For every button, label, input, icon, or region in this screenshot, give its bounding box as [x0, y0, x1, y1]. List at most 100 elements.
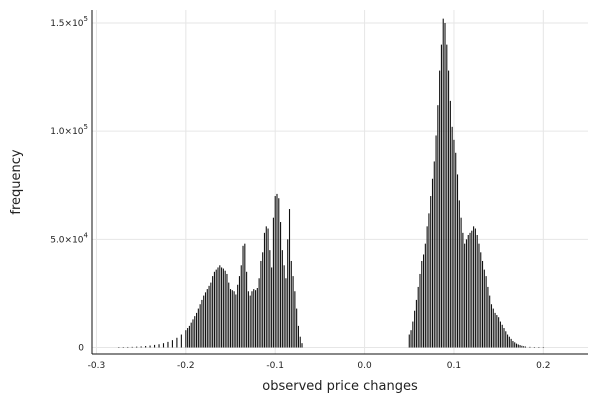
bar: [464, 243, 466, 348]
bar: [269, 250, 271, 348]
bar: [237, 284, 239, 348]
bar: [442, 18, 444, 348]
bar: [538, 347, 540, 348]
bar: [296, 308, 298, 348]
bar: [421, 260, 423, 348]
bar: [201, 299, 203, 348]
x-tick-label: 0.1: [447, 361, 461, 371]
bar: [217, 267, 219, 348]
bar: [430, 196, 432, 348]
bar: [288, 209, 291, 348]
bar: [219, 265, 221, 348]
grid-lines: [92, 10, 588, 354]
x-tick-label: 0.0: [357, 361, 372, 371]
bar: [487, 286, 489, 348]
bar: [428, 213, 430, 348]
bar: [485, 276, 487, 348]
y-tick-label: 0: [78, 344, 84, 354]
bar: [244, 243, 246, 348]
bar: [423, 254, 425, 348]
bar: [512, 341, 514, 348]
bar: [118, 347, 120, 348]
bar: [203, 295, 205, 348]
x-axis-label: observed price changes: [262, 379, 418, 394]
bar: [503, 328, 505, 348]
bar: [235, 294, 237, 348]
bar: [222, 268, 224, 348]
bar: [292, 276, 294, 348]
bar: [158, 344, 160, 348]
bar: [249, 295, 251, 348]
bar: [415, 299, 417, 348]
bar: [171, 340, 173, 348]
bar: [417, 286, 419, 348]
bar: [283, 265, 285, 348]
bar: [414, 310, 416, 348]
bar: [258, 278, 260, 348]
bar: [221, 267, 223, 348]
bar: [228, 282, 230, 348]
bar: [251, 291, 253, 348]
bar: [301, 343, 303, 348]
bar: [263, 232, 266, 348]
bar: [210, 282, 212, 348]
y-tick-label: 1.5×105: [50, 15, 88, 29]
bar: [519, 345, 521, 348]
bar: [498, 317, 500, 348]
bar: [449, 100, 451, 348]
bar: [226, 273, 228, 348]
bar: [180, 334, 182, 348]
x-tick-label: -0.3: [88, 361, 106, 371]
bar: [176, 337, 178, 348]
bar: [494, 312, 496, 348]
bar: [208, 285, 210, 348]
bar: [199, 304, 201, 348]
bar: [194, 316, 196, 348]
bar: [253, 289, 255, 348]
bar: [514, 342, 516, 348]
x-tick-labels: -0.3 -0.2 -0.1 0.0 0.1 0.2: [88, 361, 551, 371]
axes: [91, 10, 588, 355]
bar: [437, 105, 439, 348]
bar: [453, 139, 455, 348]
bar: [410, 330, 412, 348]
bar: [297, 325, 299, 348]
bar: [408, 334, 410, 348]
bar: [299, 336, 301, 348]
bar: [240, 265, 242, 348]
y-tick-labels: 0 5.0×104 1.0×105 1.5×105: [50, 15, 88, 354]
bar: [188, 325, 190, 348]
bar: [196, 312, 198, 348]
bar: [448, 70, 450, 348]
bar: [505, 331, 507, 348]
bar: [154, 344, 156, 348]
bar: [231, 290, 233, 348]
bar: [131, 346, 133, 348]
bar: [462, 232, 464, 348]
bar: [510, 338, 512, 348]
bar: [122, 347, 124, 348]
bar: [136, 346, 138, 348]
bar: [212, 276, 214, 348]
bar: [285, 278, 287, 348]
bar: [523, 346, 525, 348]
bar: [471, 230, 473, 348]
bar: [233, 291, 235, 348]
bar: [507, 334, 509, 348]
bar: [238, 276, 241, 348]
bar: [294, 291, 296, 348]
bar: [533, 347, 535, 348]
bar: [190, 322, 192, 348]
bar: [529, 346, 531, 348]
bar: [440, 44, 442, 348]
bar: [246, 271, 248, 348]
bar: [451, 126, 453, 348]
bar: [267, 228, 269, 348]
bar: [213, 271, 215, 348]
bar: [192, 319, 194, 348]
bar: [278, 198, 280, 348]
bar: [489, 295, 491, 348]
bar: [431, 178, 434, 348]
bar: [433, 161, 435, 348]
